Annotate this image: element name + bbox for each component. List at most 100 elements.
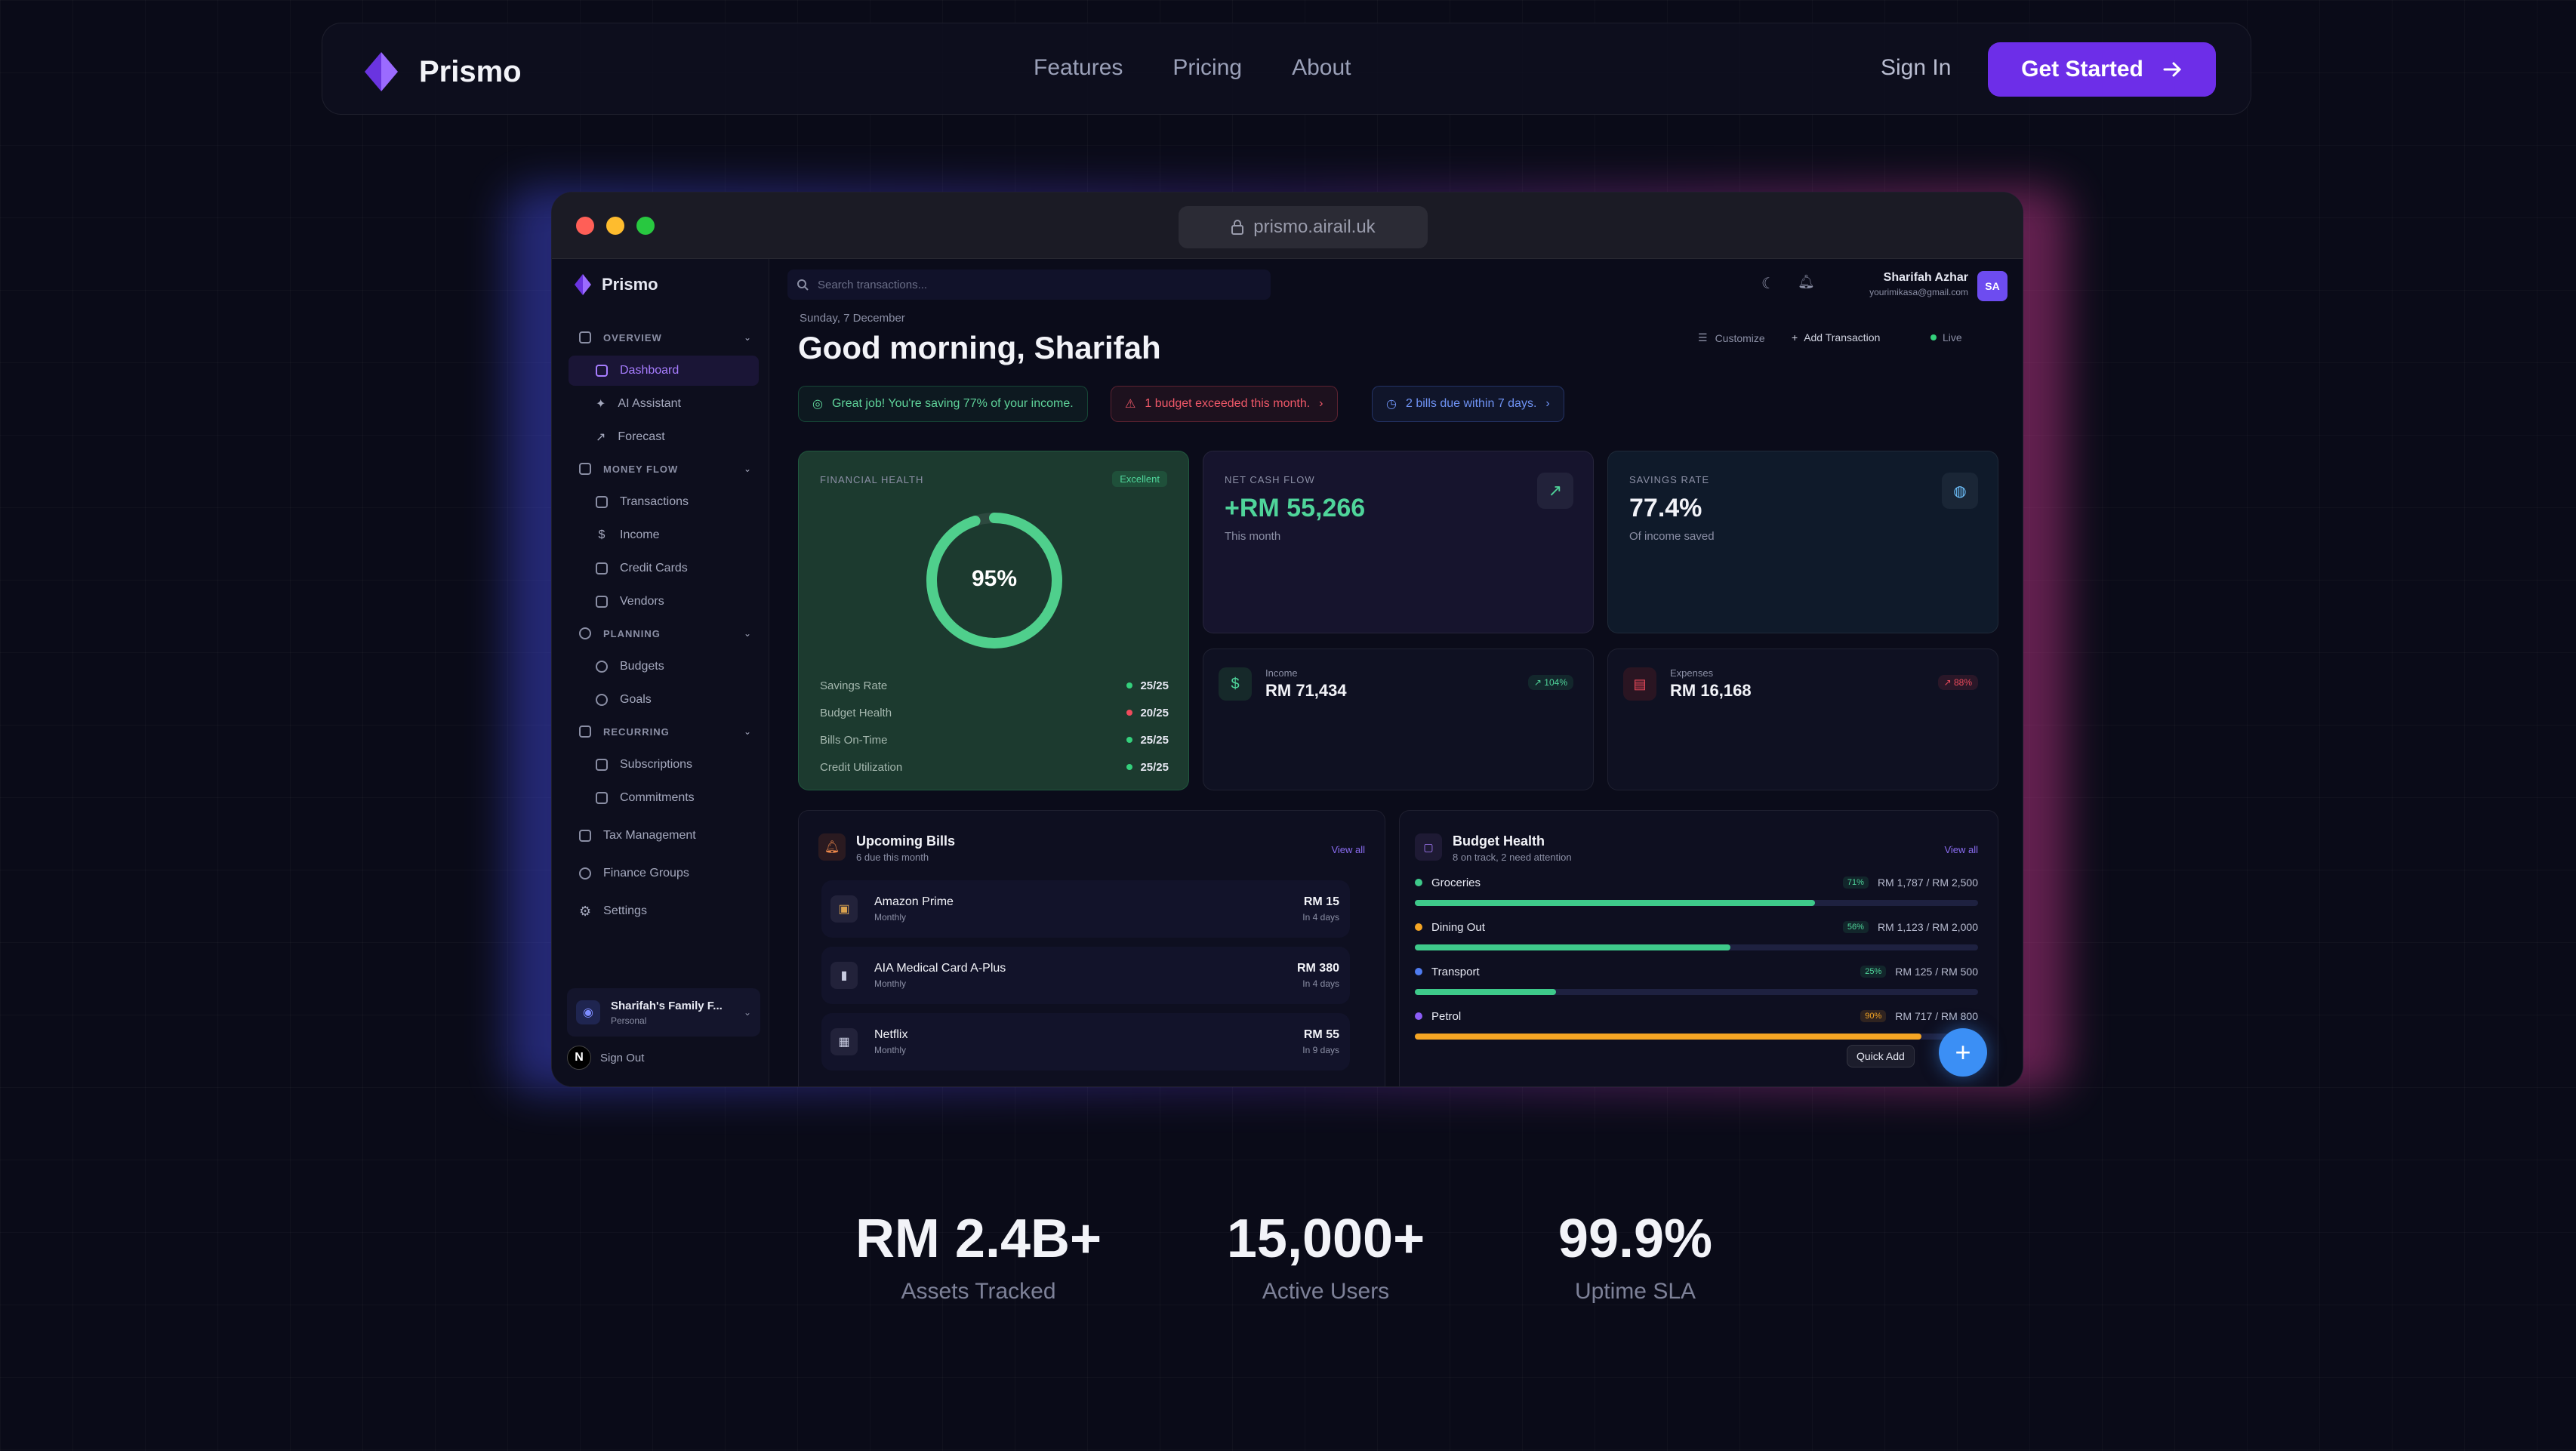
metric-value: 25/25 (1140, 679, 1169, 692)
trending-up-icon: ↗ (1537, 473, 1573, 509)
budget-view-all[interactable]: View all (1944, 844, 1978, 855)
budget-row[interactable]: Groceries 71% RM 1,787 / RM 2,500 (1415, 873, 1978, 917)
sidebar: Prismo OVERVIEW ⌄ Dashboard ✦ AI Assistant… (552, 259, 769, 1086)
url-bar[interactable]: prismo.airail.uk (1179, 206, 1428, 248)
financial-health-card[interactable]: FINANCIAL HEALTH Excellent 95% Savings R… (798, 451, 1189, 790)
sidebar-item-dashboard[interactable]: Dashboard (569, 356, 759, 386)
stat-label: Uptime SLA (1574, 1279, 1696, 1304)
search-bar[interactable]: Search transactions... (787, 270, 1271, 300)
chevron-right-icon: › (1545, 397, 1550, 410)
nav-link-pricing[interactable]: Pricing (1172, 55, 1243, 80)
bill-row[interactable]: ▮ AIA Medical Card A-Plus Monthly RM 380… (821, 947, 1350, 1004)
sidebar-item-label: Forecast (618, 430, 665, 443)
chevron-down-icon: ⌄ (743, 726, 751, 737)
sidebar-item-credit-cards[interactable]: Credit Cards (569, 553, 759, 584)
section-recurring[interactable]: RECURRING ⌄ (569, 716, 759, 747)
lock-icon (1231, 220, 1244, 235)
budget-progress-track (1415, 989, 1978, 995)
stat-value: RM 2.4B+ (855, 1209, 1102, 1269)
bill-due: In 9 days (1302, 1045, 1339, 1055)
close-dot[interactable] (576, 217, 594, 235)
sidebar-item-forecast[interactable]: ↗ Forecast (569, 422, 759, 452)
health-score: 95% (971, 566, 1018, 591)
sidebar-item-label: Credit Cards (620, 562, 688, 575)
customize-button[interactable]: ☰ Customize (1698, 331, 1765, 344)
nav-link-features[interactable]: Features (1034, 55, 1123, 80)
section-money-flow[interactable]: MONEY FLOW ⌄ (569, 454, 759, 484)
sidebar-item-tax-management[interactable]: Tax Management (569, 821, 759, 851)
sign-out-avatar: N (567, 1046, 591, 1070)
sidebar-brand[interactable]: Prismo (575, 274, 658, 295)
receipt-icon (596, 496, 608, 508)
bills-view-all[interactable]: View all (1331, 844, 1365, 855)
moon-icon[interactable]: ☾ (1761, 276, 1775, 292)
sidebar-item-goals[interactable]: Goals (569, 685, 759, 715)
section-planning[interactable]: PLANNING ⌄ (569, 618, 759, 648)
sign-out-button[interactable]: N Sign Out (567, 1046, 644, 1070)
budget-progress-fill (1415, 900, 1815, 906)
customize-label: Customize (1715, 331, 1765, 344)
nav-link-about[interactable]: About (1292, 55, 1351, 80)
section-planning-label: PLANNING (603, 627, 661, 639)
brand-logo[interactable]: Prismo (365, 52, 522, 91)
brand-name: Prismo (419, 54, 522, 88)
browser-window: prismo.airail.uk Prismo OVERVIEW ⌄ Dashbo… (551, 192, 2023, 1087)
budget-name: Dining Out (1431, 920, 1485, 934)
user-info[interactable]: Sharifah Azhar yourimikasa@gmail.com (1826, 271, 1968, 297)
alert-saving[interactable]: ◎ Great job! You're saving 77% of your in… (798, 386, 1088, 422)
budget-pct: 56% (1842, 921, 1869, 933)
budget-progress-track (1415, 900, 1978, 906)
get-started-button[interactable]: Get Started (1988, 42, 2216, 97)
budget-progress-track (1415, 944, 1978, 950)
minimize-dot[interactable] (606, 217, 624, 235)
user-name: Sharifah Azhar (1883, 271, 1968, 284)
expenses-card[interactable]: ▤ Expenses RM 16,168 ↗ 88% (1607, 648, 1998, 790)
wallet-icon: ▢ (1415, 833, 1442, 861)
metric-label: Credit Utilization (820, 760, 903, 774)
dashboard-icon (596, 365, 608, 377)
section-overview[interactable]: OVERVIEW ⌄ (569, 322, 759, 353)
pie-icon (596, 661, 608, 673)
maximize-dot[interactable] (636, 217, 655, 235)
bill-row[interactable]: ▣ Amazon Prime Monthly RM 15 In 4 days (821, 880, 1350, 938)
sign-in-link[interactable]: Sign In (1881, 55, 1952, 80)
budget-pct: 25% (1860, 966, 1887, 978)
document-icon: ▮ (830, 962, 858, 989)
sidebar-item-budgets[interactable]: Budgets (569, 652, 759, 682)
income-label: Income (1265, 667, 1298, 679)
net-cash-flow-card[interactable]: NET CASH FLOW +RM 55,266 This month ↗ (1203, 451, 1594, 633)
clapperboard-icon: ▦ (830, 1028, 858, 1055)
budget-row-head: Dining Out 56% RM 1,123 / RM 2,000 (1415, 917, 1978, 937)
bill-row[interactable]: ▦ Netflix Monthly RM 55 In 9 days (821, 1013, 1350, 1071)
sidebar-item-commitments[interactable]: Commitments (569, 783, 759, 813)
bills-sub: 6 due this month (856, 852, 929, 863)
add-transaction-button[interactable]: + Add Transaction (1792, 331, 1880, 343)
sidebar-item-label: AI Assistant (618, 397, 681, 410)
metric-label: Savings Rate (820, 679, 888, 692)
group-switcher[interactable]: ◉ Sharifah's Family F... Personal ⌄ (567, 988, 760, 1037)
budget-row[interactable]: Dining Out 56% RM 1,123 / RM 2,000 (1415, 917, 1978, 962)
avatar[interactable]: SA (1977, 271, 2007, 301)
sidebar-item-transactions[interactable]: Transactions (569, 487, 759, 517)
savings-rate-card[interactable]: SAVINGS RATE 77.4% Of income saved ◍ (1607, 451, 1998, 633)
alert-bills[interactable]: ◷ 2 bills due within 7 days. › (1372, 386, 1564, 422)
quick-add-button[interactable]: + (1939, 1028, 1987, 1077)
budget-row-head: Transport 25% RM 125 / RM 500 (1415, 962, 1978, 981)
bell-icon[interactable]: 🔔︎ (1798, 274, 1815, 289)
sidebar-item-income[interactable]: $ Income (569, 520, 759, 550)
sidebar-item-vendors[interactable]: Vendors (569, 587, 759, 617)
alert-budget[interactable]: ⚠ 1 budget exceeded this month. › (1111, 386, 1338, 422)
alert-bills-text: 2 bills due within 7 days. (1405, 397, 1537, 410)
dollar-icon: $ (1219, 667, 1252, 701)
budget-row[interactable]: Petrol 90% RM 717 / RM 800 (1415, 1006, 1978, 1051)
bill-due: In 4 days (1302, 978, 1339, 989)
sidebar-item-ai-assistant[interactable]: ✦ AI Assistant (569, 389, 759, 419)
income-card[interactable]: $ Income RM 71,434 ↗ 104% (1203, 648, 1594, 790)
sidebar-item-settings[interactable]: ⚙ Settings (569, 896, 759, 926)
budget-row-head: Groceries 71% RM 1,787 / RM 2,500 (1415, 873, 1978, 892)
sidebar-item-subscriptions[interactable]: Subscriptions (569, 750, 759, 780)
sidebar-item-finance-groups[interactable]: Finance Groups (569, 858, 759, 889)
bill-name: Amazon Prime (874, 895, 954, 908)
budget-row[interactable]: Transport 25% RM 125 / RM 500 (1415, 962, 1978, 1006)
stat-label: Assets Tracked (901, 1279, 1056, 1304)
